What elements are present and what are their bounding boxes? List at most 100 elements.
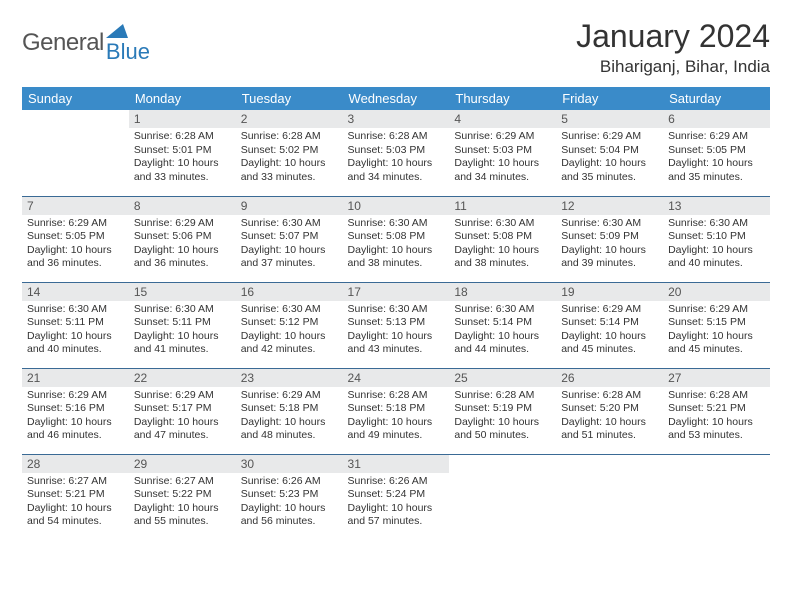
sunrise-text: Sunrise: 6:27 AM — [134, 475, 231, 489]
daylight-text: Daylight: 10 hours and 53 minutes. — [668, 416, 765, 443]
sunrise-text: Sunrise: 6:29 AM — [561, 303, 658, 317]
day-details: Sunrise: 6:30 AMSunset: 5:08 PMDaylight:… — [449, 215, 556, 276]
sunset-text: Sunset: 5:03 PM — [454, 144, 551, 158]
sunrise-text: Sunrise: 6:26 AM — [348, 475, 445, 489]
calendar-day-cell: 29Sunrise: 6:27 AMSunset: 5:22 PMDayligh… — [129, 454, 236, 540]
day-details: Sunrise: 6:28 AMSunset: 5:02 PMDaylight:… — [236, 128, 343, 189]
day-details: Sunrise: 6:30 AMSunset: 5:10 PMDaylight:… — [663, 215, 770, 276]
sunrise-text: Sunrise: 6:30 AM — [454, 217, 551, 231]
daylight-text: Daylight: 10 hours and 36 minutes. — [134, 244, 231, 271]
calendar-day-cell — [556, 454, 663, 540]
daylight-text: Daylight: 10 hours and 45 minutes. — [561, 330, 658, 357]
sunrise-text: Sunrise: 6:28 AM — [348, 130, 445, 144]
calendar-day-cell: 13Sunrise: 6:30 AMSunset: 5:10 PMDayligh… — [663, 196, 770, 282]
day-number: 25 — [449, 369, 556, 387]
sunrise-text: Sunrise: 6:29 AM — [241, 389, 338, 403]
calendar-day-cell: 22Sunrise: 6:29 AMSunset: 5:17 PMDayligh… — [129, 368, 236, 454]
sunset-text: Sunset: 5:11 PM — [27, 316, 124, 330]
sunset-text: Sunset: 5:23 PM — [241, 488, 338, 502]
calendar-day-cell: 20Sunrise: 6:29 AMSunset: 5:15 PMDayligh… — [663, 282, 770, 368]
sunrise-text: Sunrise: 6:30 AM — [241, 303, 338, 317]
brand-general: General — [22, 29, 104, 57]
day-details: Sunrise: 6:28 AMSunset: 5:01 PMDaylight:… — [129, 128, 236, 189]
day-number: 12 — [556, 197, 663, 215]
day-number: 6 — [663, 110, 770, 128]
day-number: 3 — [343, 110, 450, 128]
sunrise-text: Sunrise: 6:28 AM — [241, 130, 338, 144]
calendar-week-row: 14Sunrise: 6:30 AMSunset: 5:11 PMDayligh… — [22, 282, 770, 368]
calendar-day-cell: 23Sunrise: 6:29 AMSunset: 5:18 PMDayligh… — [236, 368, 343, 454]
weekday-header: Monday — [129, 87, 236, 110]
sunrise-text: Sunrise: 6:30 AM — [561, 217, 658, 231]
sunset-text: Sunset: 5:01 PM — [134, 144, 231, 158]
sunset-text: Sunset: 5:11 PM — [134, 316, 231, 330]
weekday-header: Friday — [556, 87, 663, 110]
daylight-text: Daylight: 10 hours and 35 minutes. — [668, 157, 765, 184]
day-number: 19 — [556, 283, 663, 301]
day-details: Sunrise: 6:29 AMSunset: 5:14 PMDaylight:… — [556, 301, 663, 362]
day-number: 31 — [343, 455, 450, 473]
day-details: Sunrise: 6:29 AMSunset: 5:15 PMDaylight:… — [663, 301, 770, 362]
day-details: Sunrise: 6:30 AMSunset: 5:11 PMDaylight:… — [129, 301, 236, 362]
day-number: 14 — [22, 283, 129, 301]
calendar-day-cell: 27Sunrise: 6:28 AMSunset: 5:21 PMDayligh… — [663, 368, 770, 454]
calendar-day-cell — [22, 110, 129, 196]
sunrise-text: Sunrise: 6:29 AM — [561, 130, 658, 144]
sunset-text: Sunset: 5:22 PM — [134, 488, 231, 502]
day-number: 4 — [449, 110, 556, 128]
day-number: 1 — [129, 110, 236, 128]
daylight-text: Daylight: 10 hours and 34 minutes. — [454, 157, 551, 184]
sunset-text: Sunset: 5:12 PM — [241, 316, 338, 330]
calendar-day-cell: 12Sunrise: 6:30 AMSunset: 5:09 PMDayligh… — [556, 196, 663, 282]
month-title: January 2024 — [576, 18, 770, 55]
daylight-text: Daylight: 10 hours and 38 minutes. — [348, 244, 445, 271]
calendar-week-row: 21Sunrise: 6:29 AMSunset: 5:16 PMDayligh… — [22, 368, 770, 454]
daylight-text: Daylight: 10 hours and 47 minutes. — [134, 416, 231, 443]
calendar-day-cell: 24Sunrise: 6:28 AMSunset: 5:18 PMDayligh… — [343, 368, 450, 454]
calendar-day-cell: 1Sunrise: 6:28 AMSunset: 5:01 PMDaylight… — [129, 110, 236, 196]
calendar-day-cell: 16Sunrise: 6:30 AMSunset: 5:12 PMDayligh… — [236, 282, 343, 368]
day-details: Sunrise: 6:27 AMSunset: 5:21 PMDaylight:… — [22, 473, 129, 534]
calendar-day-cell: 31Sunrise: 6:26 AMSunset: 5:24 PMDayligh… — [343, 454, 450, 540]
sunrise-text: Sunrise: 6:28 AM — [668, 389, 765, 403]
daylight-text: Daylight: 10 hours and 33 minutes. — [134, 157, 231, 184]
sunrise-text: Sunrise: 6:30 AM — [668, 217, 765, 231]
calendar-day-cell: 25Sunrise: 6:28 AMSunset: 5:19 PMDayligh… — [449, 368, 556, 454]
sunset-text: Sunset: 5:04 PM — [561, 144, 658, 158]
day-details: Sunrise: 6:28 AMSunset: 5:03 PMDaylight:… — [343, 128, 450, 189]
sunset-text: Sunset: 5:24 PM — [348, 488, 445, 502]
daylight-text: Daylight: 10 hours and 33 minutes. — [241, 157, 338, 184]
day-details: Sunrise: 6:30 AMSunset: 5:13 PMDaylight:… — [343, 301, 450, 362]
calendar-day-cell: 8Sunrise: 6:29 AMSunset: 5:06 PMDaylight… — [129, 196, 236, 282]
day-number: 10 — [343, 197, 450, 215]
sunset-text: Sunset: 5:07 PM — [241, 230, 338, 244]
sunset-text: Sunset: 5:19 PM — [454, 402, 551, 416]
sunset-text: Sunset: 5:21 PM — [27, 488, 124, 502]
day-number: 17 — [343, 283, 450, 301]
day-number: 27 — [663, 369, 770, 387]
day-details: Sunrise: 6:28 AMSunset: 5:20 PMDaylight:… — [556, 387, 663, 448]
day-number: 15 — [129, 283, 236, 301]
sunrise-text: Sunrise: 6:30 AM — [134, 303, 231, 317]
calendar-day-cell: 11Sunrise: 6:30 AMSunset: 5:08 PMDayligh… — [449, 196, 556, 282]
sunrise-text: Sunrise: 6:29 AM — [668, 130, 765, 144]
brand-logo: General Blue — [22, 18, 150, 62]
sunset-text: Sunset: 5:05 PM — [27, 230, 124, 244]
day-details: Sunrise: 6:28 AMSunset: 5:21 PMDaylight:… — [663, 387, 770, 448]
calendar-week-row: 28Sunrise: 6:27 AMSunset: 5:21 PMDayligh… — [22, 454, 770, 540]
day-details: Sunrise: 6:26 AMSunset: 5:24 PMDaylight:… — [343, 473, 450, 534]
daylight-text: Daylight: 10 hours and 35 minutes. — [561, 157, 658, 184]
day-number: 23 — [236, 369, 343, 387]
day-number: 24 — [343, 369, 450, 387]
calendar-table: SundayMondayTuesdayWednesdayThursdayFrid… — [22, 87, 770, 540]
day-details: Sunrise: 6:30 AMSunset: 5:07 PMDaylight:… — [236, 215, 343, 276]
calendar-day-cell: 21Sunrise: 6:29 AMSunset: 5:16 PMDayligh… — [22, 368, 129, 454]
day-number: 21 — [22, 369, 129, 387]
calendar-day-cell: 17Sunrise: 6:30 AMSunset: 5:13 PMDayligh… — [343, 282, 450, 368]
day-number: 26 — [556, 369, 663, 387]
location-text: Bihariganj, Bihar, India — [576, 57, 770, 77]
day-details: Sunrise: 6:29 AMSunset: 5:06 PMDaylight:… — [129, 215, 236, 276]
sunrise-text: Sunrise: 6:29 AM — [454, 130, 551, 144]
day-details: Sunrise: 6:30 AMSunset: 5:14 PMDaylight:… — [449, 301, 556, 362]
day-number: 13 — [663, 197, 770, 215]
